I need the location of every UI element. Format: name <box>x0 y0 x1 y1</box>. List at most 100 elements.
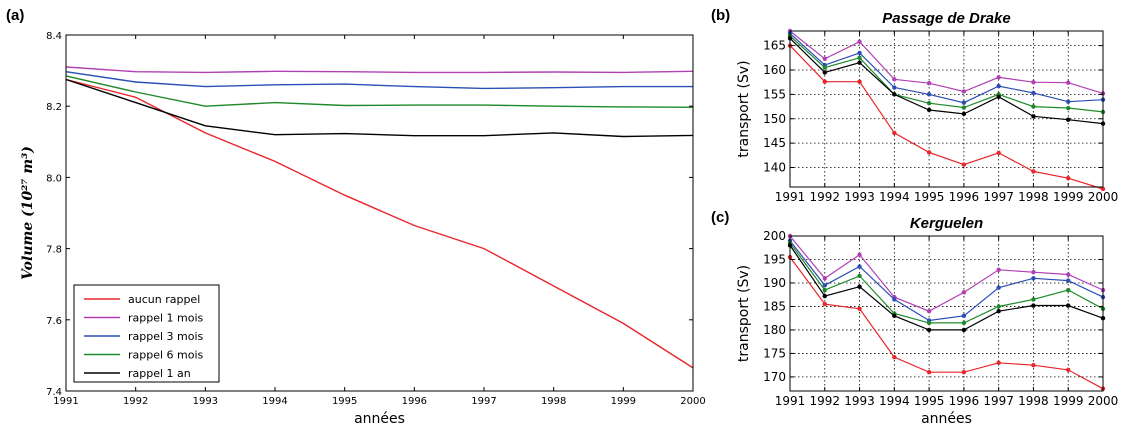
data-point <box>1066 367 1071 373</box>
y-tick-label: 160 <box>763 63 786 77</box>
data-point <box>961 290 967 295</box>
y-tick-label: 195 <box>763 252 786 266</box>
legend-entry-2: rappel 3 mois <box>128 330 204 343</box>
data-point <box>1031 104 1036 109</box>
series-line-3 <box>65 75 694 108</box>
data-point <box>1066 303 1071 308</box>
data-point <box>926 80 932 86</box>
y-axis-label: Volume (10²⁷ m³) <box>20 146 36 280</box>
panel-label-a: (a) <box>6 7 24 24</box>
data-point <box>892 354 897 360</box>
x-tick-label: 1998 <box>541 396 566 407</box>
series-line-2 <box>65 71 693 90</box>
data-point <box>892 313 897 319</box>
data-point <box>1031 303 1036 308</box>
data-point <box>857 60 862 65</box>
data-point <box>822 293 827 299</box>
data-point <box>996 83 1001 89</box>
legend-entry-4: rappel 1 an <box>128 367 191 380</box>
chart-title: Passage de Drake <box>882 10 1010 27</box>
legend-entry-3: rappel 6 mois <box>128 349 204 362</box>
data-point <box>996 308 1001 314</box>
data-point <box>1031 90 1036 96</box>
series-line-0 <box>65 78 694 369</box>
x-tick-label: 1997 <box>471 396 496 407</box>
data-point <box>822 287 827 293</box>
chart-a: 1991 1992 1993 1994 1995 1996 1997 1998 1999 2000… <box>20 31 706 427</box>
panel-label-c: (c) <box>711 209 729 226</box>
plot-frame <box>789 30 1104 188</box>
y-tick-label: 8.4 <box>46 31 62 42</box>
x-tick-label: 1995 <box>914 394 945 408</box>
data-point <box>822 79 827 84</box>
x-tick-label: 1993 <box>844 190 875 204</box>
data-point <box>961 327 967 333</box>
x-tick-label: 1993 <box>193 396 218 407</box>
data-point <box>822 276 827 281</box>
data-point <box>1066 176 1071 181</box>
x-tick-label: 1994 <box>262 396 287 407</box>
y-tick-label: 8.0 <box>46 173 62 184</box>
data-point <box>961 89 967 94</box>
y-tick-label: 170 <box>763 370 786 384</box>
data-point <box>1066 272 1071 277</box>
data-point <box>926 320 932 326</box>
data-point <box>892 85 897 90</box>
x-tick-label: 1996 <box>402 396 427 407</box>
data-point <box>996 285 1001 290</box>
x-tick-label: 1991 <box>775 394 806 408</box>
x-tick-label: 1999 <box>1053 190 1084 204</box>
data-point <box>1031 269 1036 275</box>
series-line-1 <box>789 30 1104 94</box>
series-line-3 <box>789 35 1104 113</box>
data-point <box>1100 186 1106 192</box>
data-point <box>926 327 932 333</box>
x-tick-label: 1998 <box>1018 394 1049 408</box>
data-point <box>1066 117 1071 122</box>
series-line-3 <box>789 242 1104 324</box>
y-tick-label: 7.8 <box>46 245 62 256</box>
x-tick-label: 1991 <box>53 396 78 407</box>
x-tick-label: 1992 <box>810 394 841 408</box>
x-tick-label: 1992 <box>810 190 841 204</box>
data-point <box>892 77 897 82</box>
series-line-4 <box>789 37 1104 125</box>
series-line-1 <box>789 235 1104 312</box>
x-tick-label: 1992 <box>123 396 148 407</box>
data-point <box>1031 169 1036 174</box>
chart-title: Kerguelen <box>910 215 983 232</box>
data-point <box>926 308 932 314</box>
data-point <box>892 92 897 97</box>
data-point <box>996 267 1001 273</box>
data-point <box>1031 362 1036 368</box>
y-tick-label: 190 <box>763 276 786 290</box>
data-point <box>961 100 967 105</box>
y-tick-label: 165 <box>763 39 786 53</box>
data-point <box>857 50 862 56</box>
x-tick-label: 2000 <box>1088 190 1119 204</box>
series-line-0 <box>789 256 1104 390</box>
data-point <box>857 252 862 257</box>
series-line-4 <box>789 245 1104 331</box>
x-tick-label: 1996 <box>949 190 980 204</box>
data-point <box>996 94 1001 100</box>
y-tick-label: 7.6 <box>46 316 62 327</box>
data-point <box>1066 80 1071 85</box>
x-tick-label: 1995 <box>332 396 357 407</box>
data-point <box>926 370 932 375</box>
x-tick-label: 1998 <box>1018 190 1049 204</box>
series-line-0 <box>789 45 1104 190</box>
data-point <box>961 162 967 167</box>
data-point <box>961 370 967 375</box>
x-tick-label: 2000 <box>1088 394 1119 408</box>
y-tick-label: 155 <box>763 87 786 101</box>
x-axis-label: années <box>921 411 972 427</box>
data-point <box>822 283 827 288</box>
panel-label-b: (b) <box>711 7 730 24</box>
data-point <box>822 70 827 75</box>
data-point <box>926 150 932 155</box>
data-point <box>822 56 827 61</box>
data-point <box>1066 105 1071 111</box>
chart-b: 1991 1992 1993 1994 1995 1996 1997 1998 1999 2000… <box>736 10 1118 204</box>
plot-frame <box>789 235 1104 392</box>
